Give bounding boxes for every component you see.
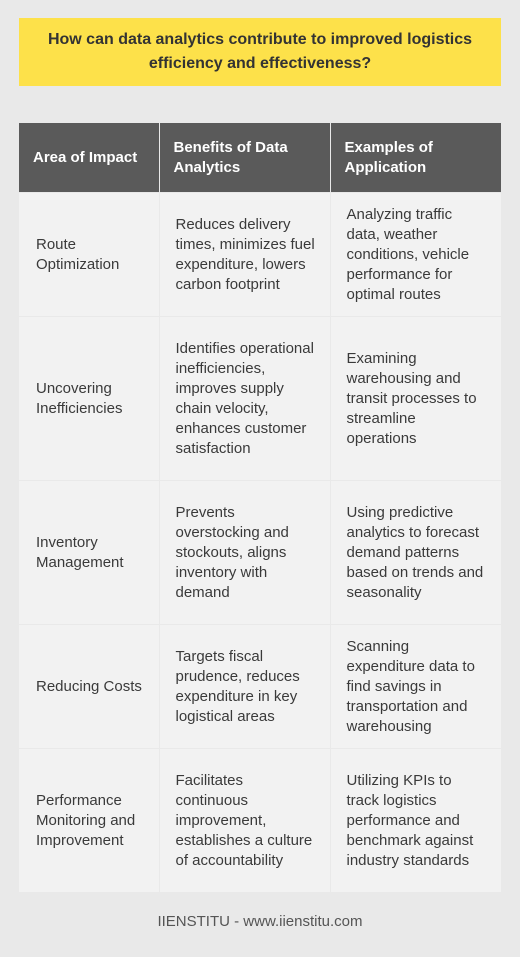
header-area-of-impact: Area of Impact [19, 123, 160, 193]
table-row: Reducing Costs Targets fiscal prudence, … [19, 624, 501, 749]
examples-cell: Analyzing traffic data, weather conditio… [330, 192, 501, 317]
examples-cell: Scanning expenditure data to find saving… [330, 624, 501, 749]
area-cell: Route Optimization [19, 192, 160, 317]
benefits-cell: Reduces delivery times, minimizes fuel e… [159, 192, 331, 317]
benefits-cell: Identifies operational inefficiencies, i… [159, 316, 331, 481]
area-cell: Performance Monitoring and Improvement [19, 748, 160, 892]
impact-table: Area of Impact Benefits of Data Analytic… [19, 123, 501, 892]
table-row: Uncovering Inefficiencies Identifies ope… [19, 316, 501, 481]
benefits-cell: Facilitates continuous improvement, esta… [159, 748, 331, 892]
examples-cell: Utilizing KPIs to track logistics perfor… [330, 748, 501, 892]
table-header-row: Area of Impact Benefits of Data Analytic… [19, 123, 501, 193]
benefits-cell: Prevents overstocking and stockouts, ali… [159, 480, 331, 625]
page-title: How can data analytics contribute to imp… [19, 18, 501, 86]
area-cell: Uncovering Inefficiencies [19, 316, 160, 481]
examples-cell: Examining warehousing and transit proces… [330, 316, 501, 481]
examples-cell: Using predictive analytics to forecast d… [330, 480, 501, 625]
table-row: Inventory Management Prevents overstocki… [19, 480, 501, 625]
table-row: Performance Monitoring and Improvement F… [19, 748, 501, 892]
area-cell: Reducing Costs [19, 624, 160, 749]
table-row: Route Optimization Reduces delivery time… [19, 192, 501, 317]
footer-credit: IIENSTITU - www.iienstitu.com [157, 913, 363, 930]
area-cell: Inventory Management [19, 480, 160, 625]
benefits-cell: Targets fiscal prudence, reduces expendi… [159, 624, 331, 749]
header-examples: Examples of Application [330, 123, 501, 193]
header-benefits: Benefits of Data Analytics [159, 123, 331, 193]
